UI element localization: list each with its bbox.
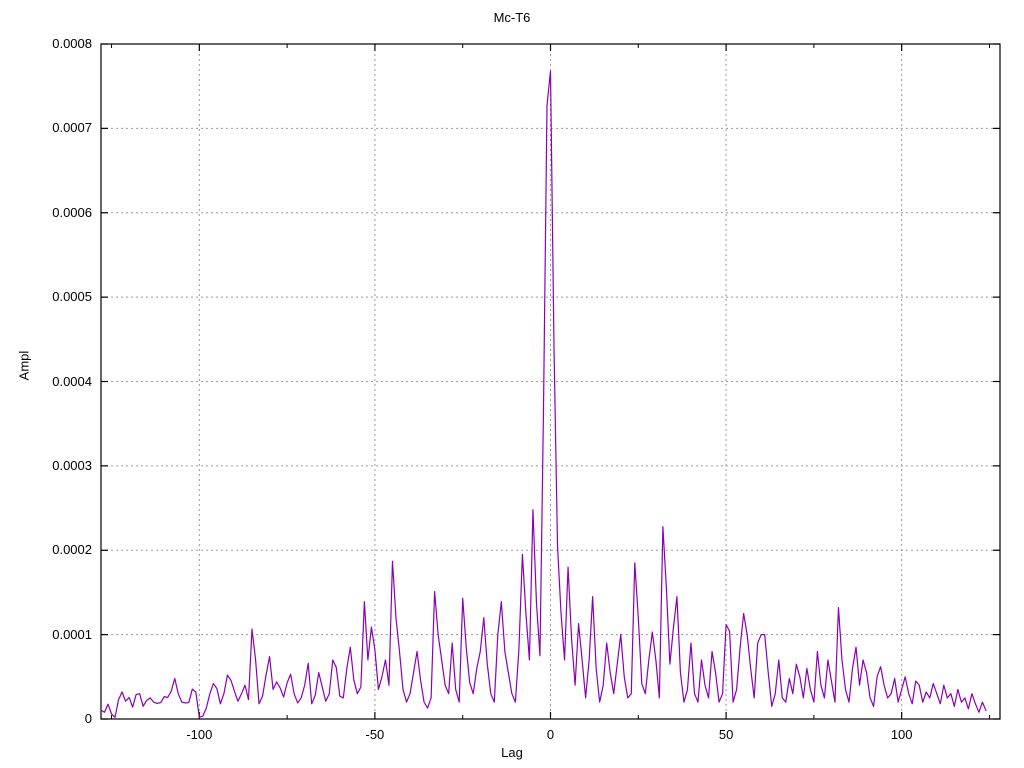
y-tick-label: 0.0006	[52, 204, 92, 220]
y-tick-label: 0.0008	[52, 36, 92, 51]
x-tick-label: 0	[546, 727, 555, 742]
data-series-line	[100, 70, 987, 718]
chart-title: Mc-T6	[493, 10, 531, 25]
y-tick-label: 0.0004	[52, 373, 92, 389]
x-tick-label: 100	[890, 727, 913, 742]
x-tick-label: 50	[718, 727, 734, 742]
plot-frame	[100, 43, 1001, 720]
y-tick-label: 0.0002	[52, 542, 92, 558]
y-tick-label: 0.0005	[52, 289, 92, 305]
y-tick-label: 0	[84, 711, 92, 726]
x-tick-label: -50	[365, 727, 385, 742]
y-tick-label: 0.0001	[52, 626, 92, 642]
gridlines	[101, 44, 1000, 719]
y-axis-label: Ampl	[16, 350, 32, 381]
y-tick-label: 0.0003	[52, 457, 92, 473]
x-axis-label: Lag	[501, 745, 523, 760]
x-tick-label: -100	[186, 727, 213, 742]
y-tick-label: 0.0007	[52, 120, 92, 136]
tick-marks	[101, 43, 1000, 720]
